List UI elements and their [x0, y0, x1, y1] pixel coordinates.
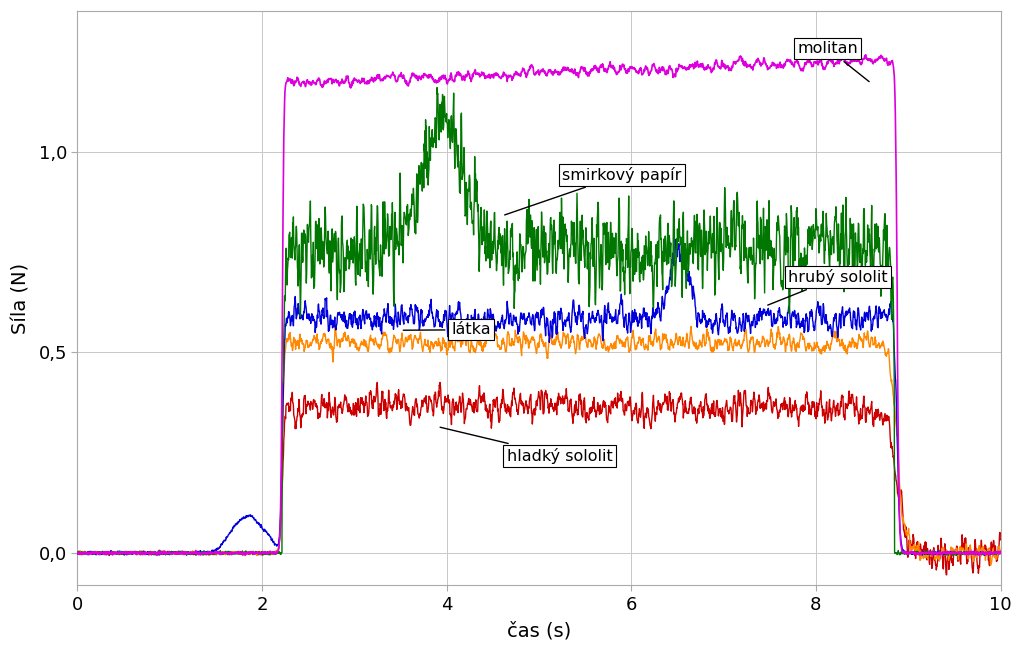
- Text: smirkový papír: smirkový papír: [504, 167, 681, 215]
- Text: hrubý sololit: hrubý sololit: [767, 269, 888, 305]
- Text: molitan: molitan: [798, 41, 870, 82]
- X-axis label: čas (s): čas (s): [506, 622, 571, 641]
- Text: látka: látka: [403, 322, 491, 337]
- Y-axis label: Síla (N): Síla (N): [11, 263, 30, 334]
- Text: hladký sololit: hladký sololit: [440, 427, 613, 464]
